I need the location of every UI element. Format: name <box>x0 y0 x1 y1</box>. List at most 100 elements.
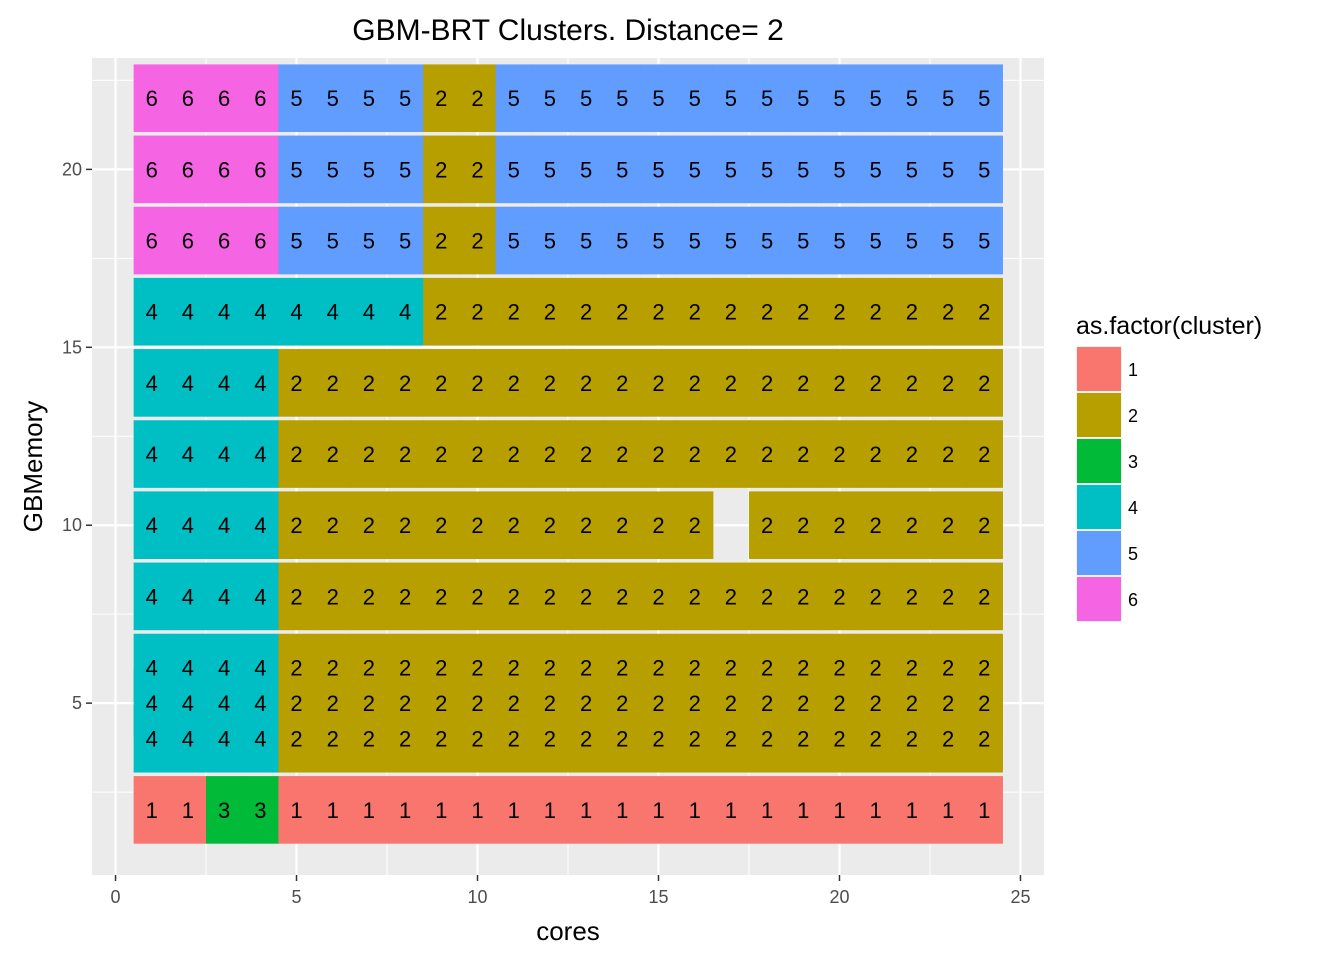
tile-cluster-2 <box>893 633 931 702</box>
tile-cluster-2 <box>821 349 859 417</box>
tile-label: 2 <box>580 691 592 716</box>
tile-label: 4 <box>146 513 158 538</box>
tile-label: 2 <box>689 442 701 467</box>
chart-title: GBM-BRT Clusters. Distance= 2 <box>352 14 784 47</box>
tile-cluster-2 <box>423 64 461 133</box>
tile-label: 2 <box>652 300 664 325</box>
tile-cluster-2 <box>278 562 316 631</box>
tile-label: 6 <box>218 157 230 182</box>
tile-cluster-2 <box>821 633 859 702</box>
tile-label: 4 <box>182 656 194 681</box>
tile-cluster-2 <box>893 277 931 346</box>
tile-label: 6 <box>254 86 266 111</box>
tile-label: 2 <box>544 727 556 752</box>
tile-label: 5 <box>942 229 954 254</box>
tile-cluster-1 <box>604 776 641 844</box>
tile-label: 2 <box>689 300 701 325</box>
tile-cluster-2 <box>604 277 641 346</box>
tile-cluster-6 <box>169 135 207 204</box>
tile-label: 1 <box>399 798 411 823</box>
tile-label: 2 <box>652 727 664 752</box>
tile-cluster-5 <box>278 135 316 204</box>
tile-cluster-2 <box>459 277 497 346</box>
tile-cluster-5 <box>785 206 822 275</box>
tile-cluster-2 <box>640 277 678 346</box>
tile-label: 2 <box>797 300 809 325</box>
y-tick-label: 10 <box>62 515 82 535</box>
tile-label: 2 <box>508 513 520 538</box>
tile-cluster-2 <box>568 633 605 702</box>
tile-labels-layer: 1 1 3 3 1 1 1 1 1 1 1 1 1 1 1 1 1 1 1 1 1 1 1 14 4 4 4 2 2 2 2 2 2 2 2 2 2 2 2… <box>146 86 991 823</box>
tile-cluster-2 <box>929 633 967 702</box>
tile-cluster-1 <box>314 776 352 844</box>
tile-label: 6 <box>254 157 266 182</box>
tile-cluster-6 <box>133 64 171 133</box>
tile-label: 2 <box>327 513 339 538</box>
tile-label: 2 <box>942 727 954 752</box>
tile-label: 2 <box>797 691 809 716</box>
tile-cluster-2 <box>495 277 533 346</box>
tile-cluster-2 <box>712 633 750 702</box>
tile-cluster-2 <box>676 420 714 488</box>
tile-cluster-2 <box>568 420 605 488</box>
tile-cluster-5 <box>821 135 859 204</box>
tile-cluster-2 <box>387 633 424 702</box>
tile-label: 2 <box>725 656 737 681</box>
tile-cluster-2 <box>459 562 497 631</box>
tile-label: 2 <box>290 656 302 681</box>
tile-cluster-2 <box>459 633 497 702</box>
tile-label: 4 <box>218 727 230 752</box>
tile-cluster-2 <box>966 491 1003 560</box>
tile-label: 4 <box>254 442 266 467</box>
tile-cluster-2 <box>459 349 497 417</box>
tile-label: 2 <box>906 584 918 609</box>
tile-cluster-5 <box>350 64 388 133</box>
tile-label: 2 <box>471 584 483 609</box>
tile-cluster-1 <box>929 776 967 844</box>
tile-label: 2 <box>833 442 845 467</box>
tile-label: 1 <box>544 798 556 823</box>
tile-label: 5 <box>978 86 990 111</box>
tile-label: 5 <box>327 229 339 254</box>
tile-label: 2 <box>942 513 954 538</box>
tile-label: 2 <box>471 442 483 467</box>
tile-label: 2 <box>544 300 556 325</box>
tile-label: 4 <box>218 300 230 325</box>
tile-label: 2 <box>797 727 809 752</box>
tile-cluster-5 <box>387 206 424 275</box>
tile-cluster-2 <box>966 277 1003 346</box>
tile-label: 5 <box>399 229 411 254</box>
tile-label: 5 <box>942 86 954 111</box>
tile-label: 5 <box>363 157 375 182</box>
tile-label: 3 <box>254 798 266 823</box>
tile-cluster-2 <box>531 277 569 346</box>
tile-cluster-2 <box>857 420 895 488</box>
tile-cluster-6 <box>206 206 243 275</box>
tile-cluster-2 <box>423 562 461 631</box>
tile-cluster-2 <box>640 562 678 631</box>
tile-label: 2 <box>906 442 918 467</box>
tile-label: 5 <box>363 229 375 254</box>
tile-label: 5 <box>290 157 302 182</box>
tile-label: 2 <box>797 371 809 396</box>
tile-cluster-2 <box>785 277 822 346</box>
tile-label: 2 <box>471 86 483 111</box>
tile-cluster-2 <box>387 562 424 631</box>
tile-cluster-1 <box>133 776 171 844</box>
tile-label: 5 <box>797 229 809 254</box>
tile-label: 5 <box>725 157 737 182</box>
tile-label: 2 <box>435 656 447 681</box>
tile-label: 2 <box>906 727 918 752</box>
tile-cluster-2 <box>712 349 750 417</box>
tile-label: 6 <box>146 86 158 111</box>
tile-label: 5 <box>616 229 628 254</box>
tile-label: 2 <box>363 584 375 609</box>
tile-cluster-1 <box>387 776 424 844</box>
tile-cluster-2 <box>459 135 497 204</box>
tile-label: 2 <box>725 727 737 752</box>
tile-label: 2 <box>363 656 375 681</box>
tile-label: 1 <box>471 798 483 823</box>
tile-label: 2 <box>689 727 701 752</box>
tile-cluster-5 <box>531 206 569 275</box>
